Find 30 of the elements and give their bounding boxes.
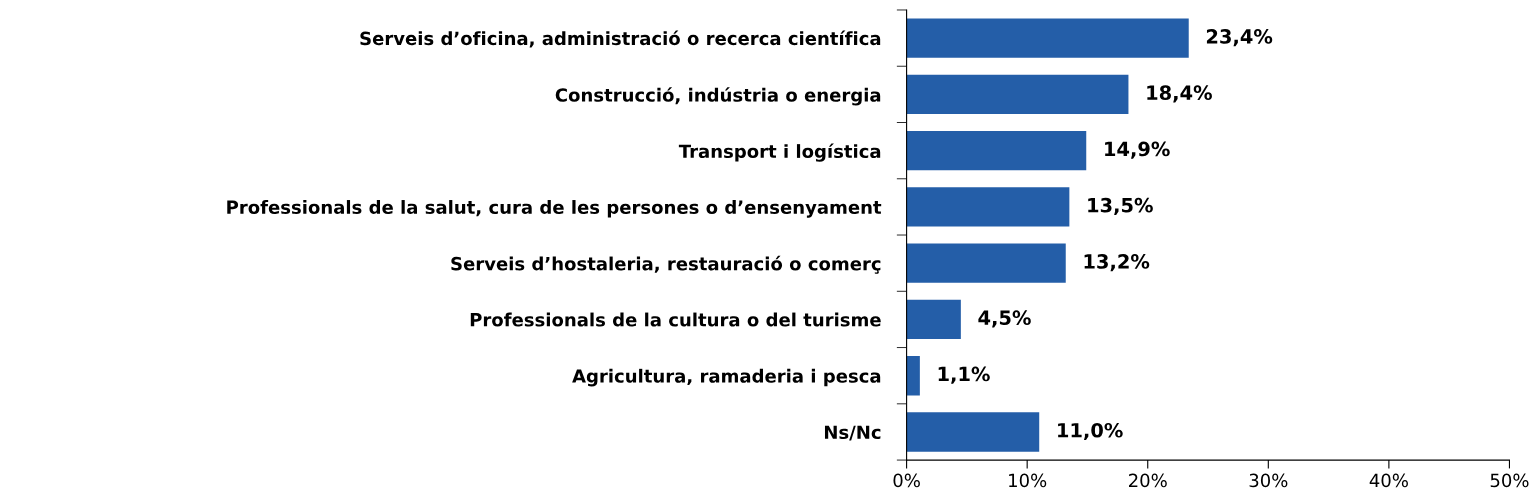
bar <box>906 243 1066 283</box>
data-label: 13,2% <box>1084 254 1150 272</box>
bar <box>906 18 1189 58</box>
x-tick-label: 50% <box>1490 473 1529 488</box>
bar <box>906 187 1070 227</box>
bar <box>906 355 920 396</box>
bar <box>906 74 1129 115</box>
y-tick-label: Ns/Nc <box>824 425 881 441</box>
y-tick-label: Professionals de la cultura o del turisme <box>470 312 881 327</box>
y-tick-label: Serveis d’oficina, administració o recerca científica <box>360 30 881 48</box>
data-label: 4,5% <box>978 310 1031 328</box>
bar <box>906 412 1040 452</box>
x-tick-label: 30% <box>1249 473 1288 488</box>
y-tick-label: Agricultura, ramaderia i pesca <box>572 368 881 387</box>
x-tick-label: 20% <box>1129 473 1167 488</box>
x-tick-label: 40% <box>1369 473 1408 488</box>
data-label: 1,1% <box>938 366 990 384</box>
x-tick-label: 10% <box>1009 473 1047 488</box>
data-label: 23,4% <box>1206 29 1273 47</box>
y-tick-label: Construcció, indústria o energia <box>555 87 881 106</box>
data-label: 11,0% <box>1058 422 1123 441</box>
y-tick-label: Transport i logística <box>678 143 881 162</box>
x-tick-label: 0% <box>893 473 920 488</box>
data-label: 18,4% <box>1147 85 1212 103</box>
data-label: 14,9% <box>1105 141 1170 159</box>
data-label: 13,5% <box>1088 197 1153 216</box>
y-tick-label: Professionals de la salut, cura de les persones o d’ensenyament <box>227 200 882 218</box>
bar <box>906 130 1087 171</box>
y-tick-label: Serveis d’hostaleria, restauració o comerç <box>451 255 881 274</box>
bar <box>906 299 961 340</box>
